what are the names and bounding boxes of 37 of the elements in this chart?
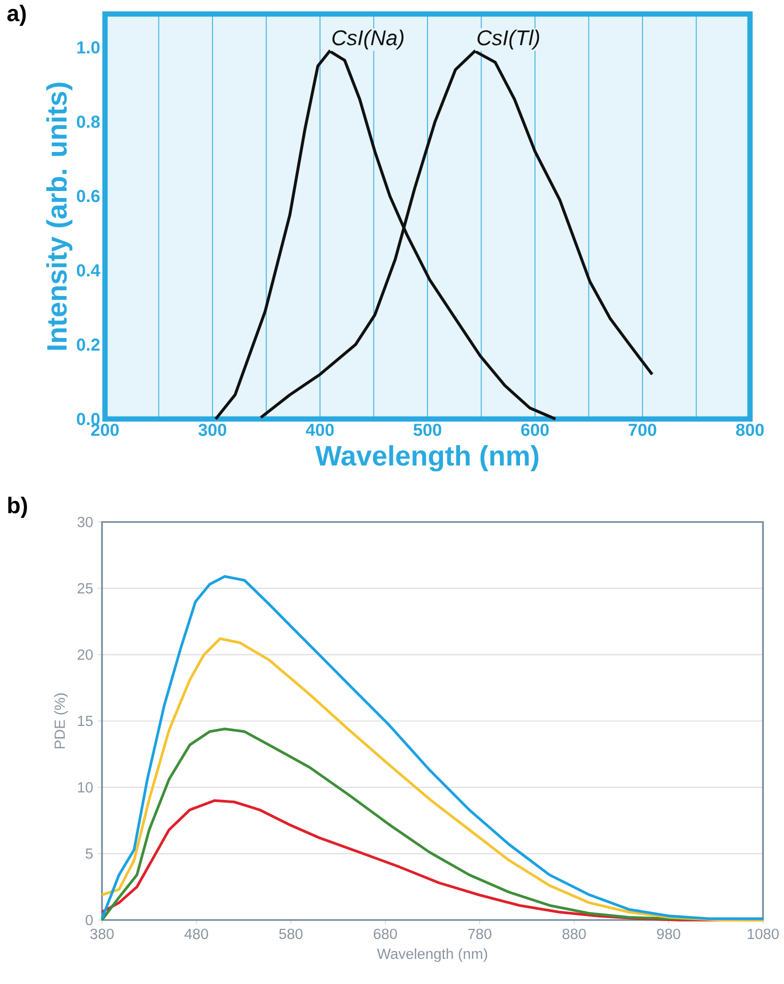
y-tick-label: 20 — [78, 649, 93, 660]
y-tick-label: 30 — [78, 516, 93, 528]
x-tick-label: 580 — [279, 928, 303, 940]
x-tick-label: 700 — [628, 424, 656, 436]
y-tick-label: 0.0 — [77, 412, 100, 426]
line-series — [100, 575, 764, 920]
series-label: CsI(Tl) — [478, 30, 540, 50]
x-tick-label: 200 — [91, 424, 119, 436]
x-tick-label: 980 — [657, 928, 680, 940]
chart-title: a) — [8, 4, 26, 26]
x-tick-label: 500 — [414, 424, 442, 436]
x-tick-label: 800 — [736, 424, 764, 436]
y-axis-title: PDE (%) — [54, 693, 68, 748]
x-tick-label: 680 — [374, 928, 398, 940]
y-tick-label: 0.4 — [77, 264, 100, 276]
y-tick-label: 15 — [78, 716, 93, 726]
x-tick-label: 300 — [198, 424, 226, 436]
y-tick-label: 1.0 — [77, 41, 100, 54]
chart-title: b) — [8, 496, 28, 518]
y-tick-label: 0.6 — [77, 190, 100, 202]
x-tick-label: 480 — [184, 928, 208, 940]
y-tick-label: 0.2 — [77, 338, 100, 351]
y-tick-label: 10 — [78, 782, 93, 793]
x-tick-label: 880 — [562, 928, 586, 940]
x-axis-title: Wavelength (nm) — [377, 948, 488, 962]
x-axis-title: Wavelength (nm) — [315, 445, 538, 472]
y-tick-label: 0.8 — [77, 116, 100, 128]
x-tick-label: 600 — [521, 424, 549, 436]
series-label: CsI(Na) — [332, 30, 404, 50]
y-tick-label: 5 — [86, 848, 93, 859]
x-tick-label: 1080 — [748, 928, 779, 940]
y-axis-title: Intensity (arb. units) — [46, 82, 72, 350]
y-tick-label: 0 — [86, 914, 93, 926]
x-tick-label: 780 — [468, 928, 492, 940]
x-tick-label: 380 — [90, 928, 114, 940]
y-tick-label: 25 — [78, 583, 93, 594]
x-tick-label: 400 — [306, 424, 334, 436]
